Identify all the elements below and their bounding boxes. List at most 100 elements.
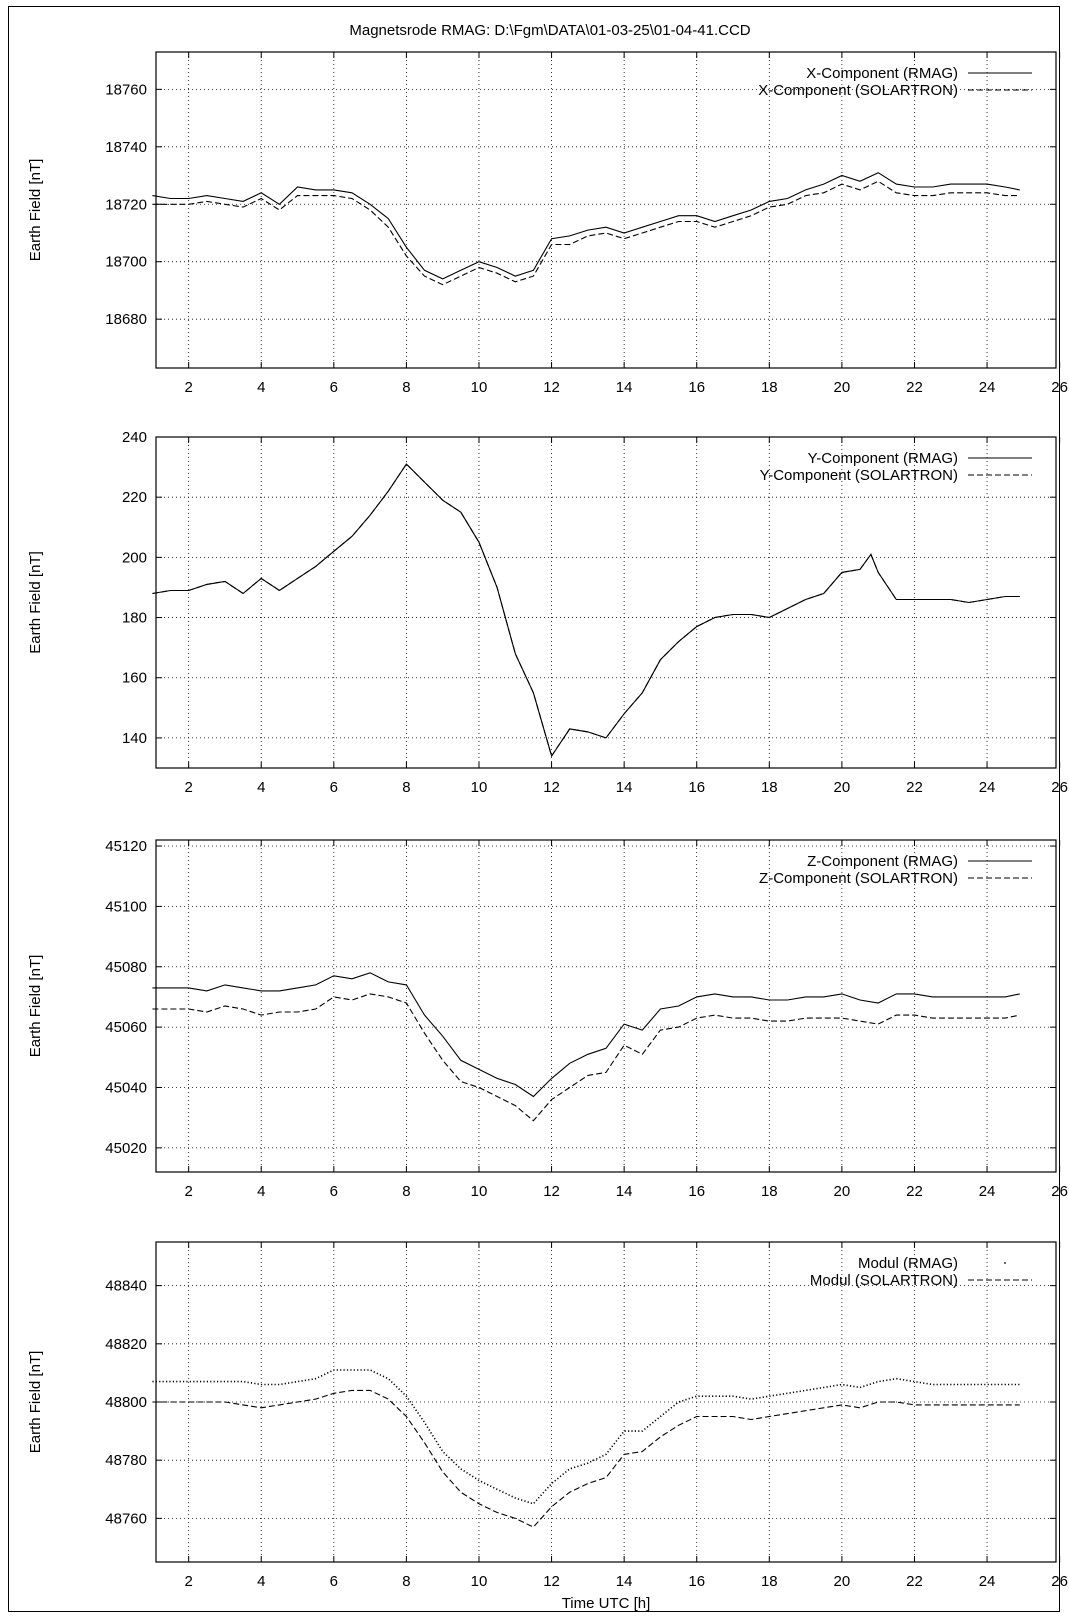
x-tick-label: 16 [688, 1573, 705, 1590]
x-tick-label: 22 [906, 1573, 923, 1590]
y-tick-label: 45100 [105, 898, 147, 915]
y-axis-label: Earth Field [nT] [27, 159, 44, 262]
x-tick-label: 24 [979, 379, 996, 396]
x-tick-label: 20 [834, 779, 851, 796]
x-tick-label: 26 [1051, 1573, 1068, 1590]
x-tick-label: 24 [979, 1183, 996, 1200]
chart-3: 2 4 6 8 10 12 14 16 18 20 22 24 26450204504045060450… [27, 838, 1068, 1200]
x-tick-label: 4 [257, 379, 265, 396]
x-tick-label: 12 [543, 1183, 560, 1200]
chart-1: 2 4 6 8 10 12 14 16 18 20 22 24 26186801870018720187… [27, 51, 1068, 396]
series-line-1 [152, 972, 1020, 1098]
x-tick-label: 22 [906, 379, 923, 396]
x-tick-label: 6 [330, 1183, 338, 1200]
x-tick-label: 18 [761, 379, 778, 396]
x-tick-label: 18 [761, 1183, 778, 1200]
x-tick-label: 8 [402, 1183, 410, 1200]
y-tick-label: 18720 [105, 196, 147, 213]
x-tick-label: 8 [402, 1573, 410, 1590]
y-tick-label: 45080 [105, 959, 147, 976]
y-tick-label: 180 [122, 610, 147, 627]
y-axis-label: Earth Field [nT] [27, 1351, 44, 1454]
x-tick-label: 10 [471, 779, 488, 796]
legend-label: X-Component (RMAG) [806, 65, 958, 82]
series-line-2 [152, 180, 1020, 286]
x-tick-label: 2 [184, 1183, 192, 1200]
legend-label: Y-Component (RMAG) [808, 450, 958, 467]
x-tick-label: 20 [834, 379, 851, 396]
series-line-2 [152, 1389, 1020, 1528]
y-tick-label: 160 [122, 670, 147, 687]
x-tick-label: 6 [330, 1573, 338, 1590]
x-tick-label: 16 [688, 379, 705, 396]
x-tick-label: 12 [543, 779, 560, 796]
y-tick-label: 48800 [105, 1394, 147, 1411]
x-tick-label: 10 [471, 1573, 488, 1590]
plot-area-border [155, 839, 1057, 1173]
chart-2: 2 4 6 8 10 12 14 16 18 20 22 24 26140160180200220240… [27, 429, 1068, 796]
plot-area-border [155, 436, 1057, 769]
y-tick-label: 140 [122, 730, 147, 747]
x-tick-label: 26 [1051, 779, 1068, 796]
x-tick-label: 4 [257, 1183, 265, 1200]
x-tick-label: 14 [616, 1183, 633, 1200]
series-line-2 [152, 993, 1020, 1122]
x-tick-label: 20 [834, 1183, 851, 1200]
x-tick-label: 6 [330, 379, 338, 396]
y-tick-label: 18760 [105, 81, 147, 98]
plot-area-border [155, 51, 1057, 369]
x-tick-label: 22 [906, 779, 923, 796]
y-axis-label: Earth Field [nT] [27, 955, 44, 1058]
y-tick-label: 200 [122, 549, 147, 566]
x-tick-label: 14 [616, 379, 633, 396]
x-tick-label: 2 [184, 379, 192, 396]
x-tick-label: 14 [616, 779, 633, 796]
x-tick-label: 10 [471, 379, 488, 396]
legend-label: Y-Component (SOLARTRON) [760, 467, 958, 484]
y-tick-label: 220 [122, 489, 147, 506]
figure-frame [8, 6, 1060, 1612]
x-tick-label: 20 [834, 1573, 851, 1590]
x-tick-label: 8 [402, 779, 410, 796]
y-tick-label: 48780 [105, 1452, 147, 1469]
x-tick-label: 12 [543, 379, 560, 396]
legend-label: Modul (RMAG) [858, 1255, 958, 1272]
x-tick-label: 4 [257, 779, 265, 796]
x-tick-label: 18 [761, 779, 778, 796]
y-axis-label: Earth Field [nT] [27, 551, 44, 654]
y-tick-label: 45020 [105, 1140, 147, 1157]
legend-label: Z-Component (RMAG) [807, 853, 958, 870]
x-tick-label: 6 [330, 779, 338, 796]
figure-title: Magnetsrode RMAG: D:\Fgm\DATA\01-03-25\0… [349, 22, 751, 39]
series-line-1 [152, 172, 1020, 280]
y-tick-label: 48840 [105, 1278, 147, 1295]
x-tick-label: 2 [184, 779, 192, 796]
x-tick-label: 8 [402, 379, 410, 396]
x-tick-label: 14 [616, 1573, 633, 1590]
x-axis-label: Time UTC [h] [562, 1595, 651, 1612]
x-tick-label: 2 [184, 1573, 192, 1590]
chart-4: 2 4 6 8 10 12 14 16 18 20 22 24 26487604878048800488… [27, 1241, 1068, 1612]
legend-label: X-Component (SOLARTRON) [758, 82, 958, 99]
y-tick-label: 18680 [105, 311, 147, 328]
y-tick-label: 18740 [105, 139, 147, 156]
legend-label: Modul (SOLARTRON) [810, 1272, 958, 1289]
x-tick-label: 24 [979, 779, 996, 796]
series-line-1 [152, 463, 1020, 758]
legend-swatch [1004, 1262, 1006, 1264]
y-tick-label: 45060 [105, 1019, 147, 1036]
series-line-2 [152, 463, 1020, 758]
x-tick-label: 4 [257, 1573, 265, 1590]
x-tick-label: 26 [1051, 379, 1068, 396]
y-tick-label: 48820 [105, 1336, 147, 1353]
x-tick-label: 18 [761, 1573, 778, 1590]
x-tick-label: 26 [1051, 1183, 1068, 1200]
x-tick-label: 10 [471, 1183, 488, 1200]
x-tick-label: 24 [979, 1573, 996, 1590]
x-tick-label: 22 [906, 1183, 923, 1200]
y-tick-label: 18700 [105, 254, 147, 271]
x-tick-label: 16 [688, 779, 705, 796]
y-tick-label: 45120 [105, 838, 147, 855]
x-tick-label: 12 [543, 1573, 560, 1590]
